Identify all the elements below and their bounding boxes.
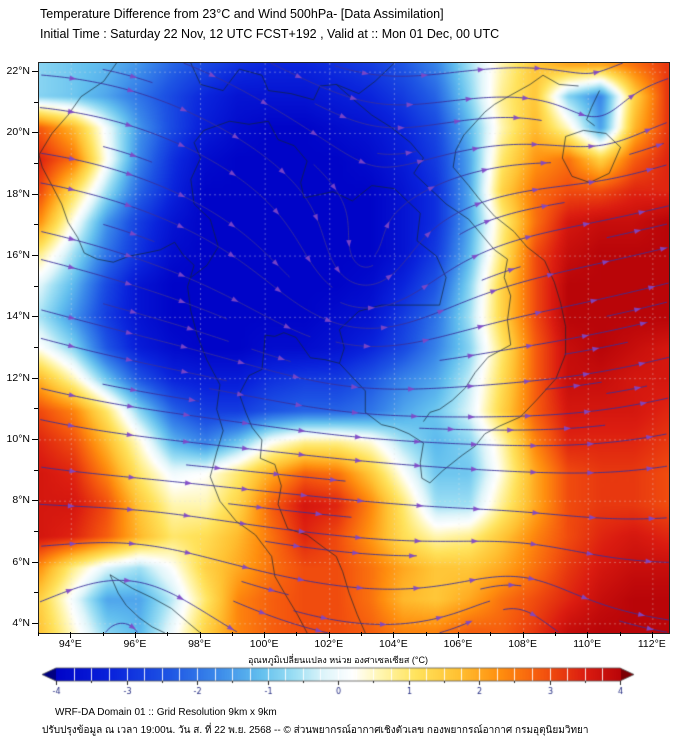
- lat-tick-mark: [34, 163, 38, 165]
- lon-tick-mark: [587, 632, 589, 638]
- colorbar-canvas: [38, 666, 638, 700]
- lon-tick-mark: [264, 632, 266, 638]
- lat-tick-mark: [32, 438, 38, 440]
- chart-subtitle: Initial Time : Saturday 22 Nov, 12 UTC F…: [40, 27, 500, 41]
- chart-title: Temperature Difference from 23°C and Win…: [40, 7, 444, 21]
- lat-tick-mark: [32, 500, 38, 502]
- lat-tick-label: 6°N: [12, 555, 30, 568]
- lat-tick-label: 10°N: [6, 432, 30, 445]
- lat-tick-mark: [32, 255, 38, 257]
- map-plot-area: 22°N 20°N 18°N 16°N 14°N 12°N 10°N 8°N 6°N 4°N 94…: [7, 62, 670, 650]
- lon-tick-mark: [38, 632, 39, 636]
- lat-tick-label: 14°N: [6, 310, 30, 323]
- lat-tick-mark: [32, 71, 38, 73]
- lat-tick-label: 4°N: [12, 616, 30, 629]
- lon-tick-mark: [651, 632, 653, 638]
- lat-tick-mark: [34, 530, 38, 532]
- lon-tick-label: 108°E: [508, 638, 537, 650]
- lat-tick-label: 20°N: [6, 126, 30, 139]
- lon-tick-label: 96°E: [123, 638, 147, 650]
- colorbar-label: อุณหภูมิเปลี่ยนแปลง หน่วย องศาเซลเซียส (…: [248, 655, 428, 665]
- lon-tick-label: 102°E: [314, 638, 344, 650]
- lat-tick-mark: [34, 408, 38, 410]
- lon-tick-label: 94°E: [58, 638, 82, 650]
- lat-tick-label: 12°N: [6, 371, 30, 384]
- lon-tick-mark: [361, 632, 363, 636]
- lat-tick-mark: [34, 347, 38, 348]
- lat-tick-mark: [32, 193, 38, 195]
- footer-domain-info: WRF-DA Domain 01 :: Grid Resolution 9km …: [55, 707, 277, 718]
- lon-tick-label: 104°E: [379, 638, 408, 650]
- lat-tick-label: 18°N: [6, 187, 30, 200]
- lon-tick-mark: [393, 632, 395, 638]
- lat-tick-label: 8°N: [12, 494, 30, 507]
- lon-tick-mark: [167, 632, 169, 636]
- lon-tick-mark: [70, 632, 72, 638]
- lat-tick-mark: [34, 101, 38, 103]
- lat-tick-label: 16°N: [6, 249, 30, 262]
- lon-tick-mark: [328, 632, 330, 638]
- lon-tick-label: 110°E: [573, 638, 602, 650]
- lon-tick-mark: [231, 632, 233, 636]
- lat-tick-mark: [32, 132, 38, 134]
- lat-tick-mark: [34, 224, 38, 226]
- lon-tick-mark: [522, 632, 524, 638]
- lon-tick-mark: [296, 632, 298, 636]
- lon-tick-mark: [425, 632, 427, 636]
- lon-tick-label: 112°E: [637, 638, 666, 650]
- lon-tick-mark: [619, 632, 621, 636]
- lat-tick-mark: [32, 316, 38, 318]
- lat-tick-mark: [34, 592, 38, 594]
- latitude-axis: 22°N 20°N 18°N 16°N 14°N 12°N 10°N 8°N 6°N 4°N: [0, 62, 30, 632]
- lat-tick-label: 22°N: [6, 65, 30, 78]
- lon-tick-mark: [102, 632, 104, 636]
- lat-tick-mark: [32, 622, 38, 624]
- lon-tick-mark: [554, 632, 556, 636]
- lon-tick-mark: [458, 632, 459, 638]
- lon-tick-mark: [490, 632, 492, 636]
- lon-tick-mark: [199, 632, 201, 638]
- footer-update-info: ปรับปรุงข้อมูล ณ เวลา 19:00น. วัน ส. ที่…: [42, 725, 589, 736]
- lat-tick-mark: [34, 469, 38, 471]
- lon-tick-label: 106°E: [443, 638, 473, 650]
- lat-tick-mark: [32, 377, 38, 379]
- lon-tick-label: 100°E: [249, 638, 279, 650]
- lat-tick-mark: [34, 285, 38, 287]
- lon-tick-label: 98°E: [188, 638, 211, 650]
- lat-tick-mark: [32, 561, 38, 563]
- temperature-wind-map-canvas: [38, 62, 670, 634]
- lon-tick-mark: [134, 632, 136, 638]
